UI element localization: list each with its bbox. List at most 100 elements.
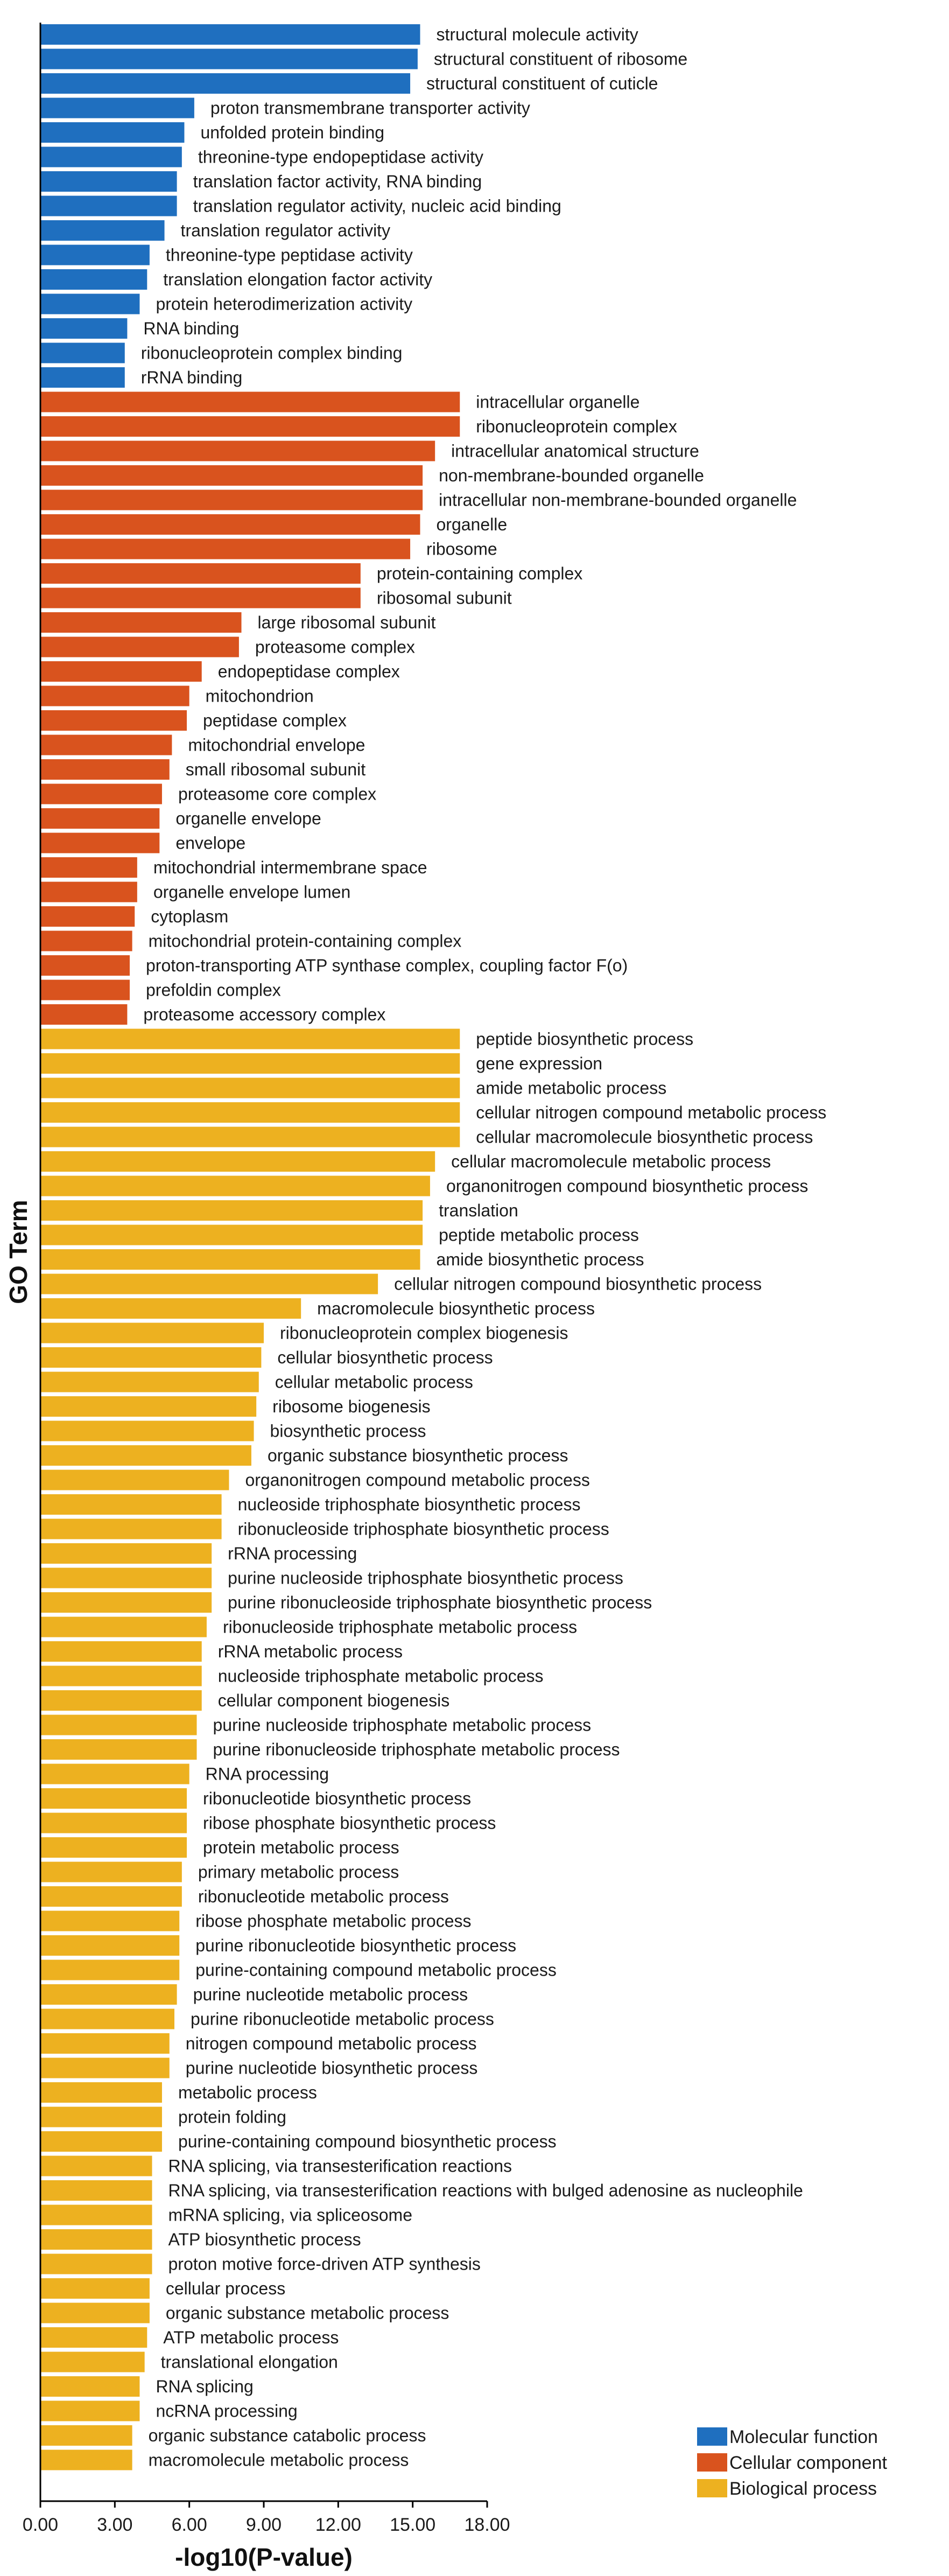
bar-label-50: amide biosynthetic process [437, 1250, 644, 1269]
bar-98 [40, 2425, 132, 2446]
bar-label-71: RNA processing [206, 1765, 329, 1784]
bar-6 [40, 171, 177, 192]
bar-label-69: purine nucleoside triphosphate metabolic… [213, 1716, 592, 1735]
bar-label-8: translation regulator activity [181, 221, 391, 240]
bar-72 [40, 1788, 187, 1809]
x-tick-label-0: 0.00 [23, 2515, 58, 2535]
bar-48 [40, 1200, 423, 1221]
bar-68 [40, 1690, 202, 1711]
bar-label-47: organonitrogen compound biosynthetic pro… [446, 1177, 808, 1196]
bar-79 [40, 1959, 180, 1980]
y-axis-title: GO Term [4, 1200, 32, 1304]
bar-36 [40, 906, 135, 927]
x-ticks-layer: 0.00 3.00 6.00 9.00 12.00 15.00 18.00 [23, 2501, 510, 2535]
bar-label-36: cytoplasm [151, 907, 228, 926]
bar-56 [40, 1396, 257, 1417]
bar-label-80: purine nucleotide metabolic process [193, 1985, 468, 2004]
bar-label-18: non-membrane-bounded organelle [439, 466, 704, 485]
bar-28 [40, 710, 187, 731]
bar-22 [40, 563, 361, 584]
bar-label-91: proton motive force-driven ATP synthesis [168, 2255, 481, 2274]
bar-70 [40, 1739, 197, 1760]
bar-label-82: nitrogen compound metabolic process [186, 2034, 477, 2053]
bar-12 [40, 318, 128, 339]
bar-39 [40, 979, 130, 1000]
bar-label-48: translation [439, 1201, 518, 1220]
bar-87 [40, 2155, 152, 2176]
bar-96 [40, 2376, 140, 2397]
bar-14 [40, 367, 125, 388]
bar-24 [40, 612, 242, 633]
bar-31 [40, 783, 162, 804]
bar-label-66: rRNA metabolic process [218, 1642, 403, 1661]
bar-81 [40, 2008, 174, 2029]
bar-93 [40, 2302, 150, 2323]
bar-61 [40, 1518, 222, 1539]
bar-label-62: rRNA processing [228, 1544, 357, 1563]
bar-label-88: RNA splicing, via transesterification re… [168, 2181, 803, 2200]
bar-71 [40, 1763, 189, 1784]
bar-label-12: RNA binding [143, 319, 239, 338]
bar-55 [40, 1371, 259, 1392]
bar-label-25: proteasome complex [255, 638, 415, 657]
x-tick-label-3: 9.00 [246, 2515, 282, 2535]
bar-54 [40, 1347, 262, 1368]
bar-label-98: organic substance catabolic process [149, 2426, 426, 2445]
bar-label-51: cellular nitrogen compound biosynthetic … [394, 1275, 762, 1294]
bar-47 [40, 1175, 430, 1196]
bar-88 [40, 2180, 152, 2201]
bar-label-59: organonitrogen compound metabolic proces… [245, 1471, 589, 1490]
bar-label-21: ribosome [426, 540, 497, 559]
bar-4 [40, 122, 185, 143]
bar-label-99: macromolecule metabolic process [149, 2451, 409, 2470]
bar-label-3: proton transmembrane transporter activit… [210, 99, 530, 118]
legend: Molecular function Cellular component Biol… [697, 2427, 887, 2499]
bar-86 [40, 2131, 162, 2152]
bar-label-44: cellular nitrogen compound metabolic pro… [476, 1103, 826, 1122]
bar-label-78: purine ribonucleotide biosynthetic proce… [195, 1936, 516, 1955]
bar-63 [40, 1567, 212, 1588]
bar-20 [40, 514, 420, 535]
bar-label-49: peptide metabolic process [439, 1226, 639, 1245]
bar-label-1: structural constituent of ribosome [434, 50, 687, 69]
bar-18 [40, 465, 423, 486]
bar-label-93: organic substance metabolic process [166, 2304, 449, 2323]
bar-95 [40, 2351, 145, 2372]
bar-66 [40, 1641, 202, 1662]
bar-label-79: purine-containing compound metabolic pro… [195, 1961, 557, 1980]
bar-74 [40, 1837, 187, 1858]
bar-label-76: ribonucleotide metabolic process [198, 1887, 449, 1906]
bar-label-84: metabolic process [178, 2083, 317, 2102]
legend-swatch-0 [697, 2427, 727, 2446]
bar-label-58: organic substance biosynthetic process [268, 1446, 568, 1465]
bar-label-10: translation elongation factor activity [163, 270, 432, 289]
bar-11 [40, 293, 140, 314]
bar-82 [40, 2033, 170, 2054]
bar-label-90: ATP biosynthetic process [168, 2230, 361, 2249]
bar-67 [40, 1665, 202, 1686]
legend-label-0: Molecular function [729, 2427, 878, 2447]
bar-label-67: nucleoside triphosphate metabolic proces… [218, 1667, 544, 1686]
bar-33 [40, 832, 160, 853]
bar-label-87: RNA splicing, via transesterification re… [168, 2157, 512, 2176]
bar-50 [40, 1249, 420, 1270]
bar-label-60: nucleoside triphosphate biosynthetic pro… [238, 1495, 581, 1514]
bar-65 [40, 1616, 207, 1637]
bar-41 [40, 1028, 460, 1049]
bar-label-73: ribose phosphate biosynthetic process [203, 1814, 496, 1833]
bar-46 [40, 1151, 435, 1172]
bar-label-19: intracellular non-membrane-bounded organ… [439, 491, 797, 510]
bar-label-26: endopeptidase complex [218, 662, 400, 681]
bar-label-6: translation factor activity, RNA binding [193, 172, 482, 191]
bar-label-83: purine nucleotide biosynthetic process [186, 2059, 478, 2078]
bar-label-56: ribosome biogenesis [272, 1397, 430, 1416]
bar-51 [40, 1273, 378, 1294]
bar-label-77: ribose phosphate metabolic process [195, 1912, 471, 1931]
bar-35 [40, 881, 137, 902]
bar-label-5: threonine-type endopeptidase activity [198, 148, 483, 167]
bar-57 [40, 1420, 254, 1441]
bar-62 [40, 1543, 212, 1564]
bar-17 [40, 440, 435, 461]
bar-label-57: biosynthetic process [270, 1422, 426, 1441]
bar-45 [40, 1126, 460, 1147]
